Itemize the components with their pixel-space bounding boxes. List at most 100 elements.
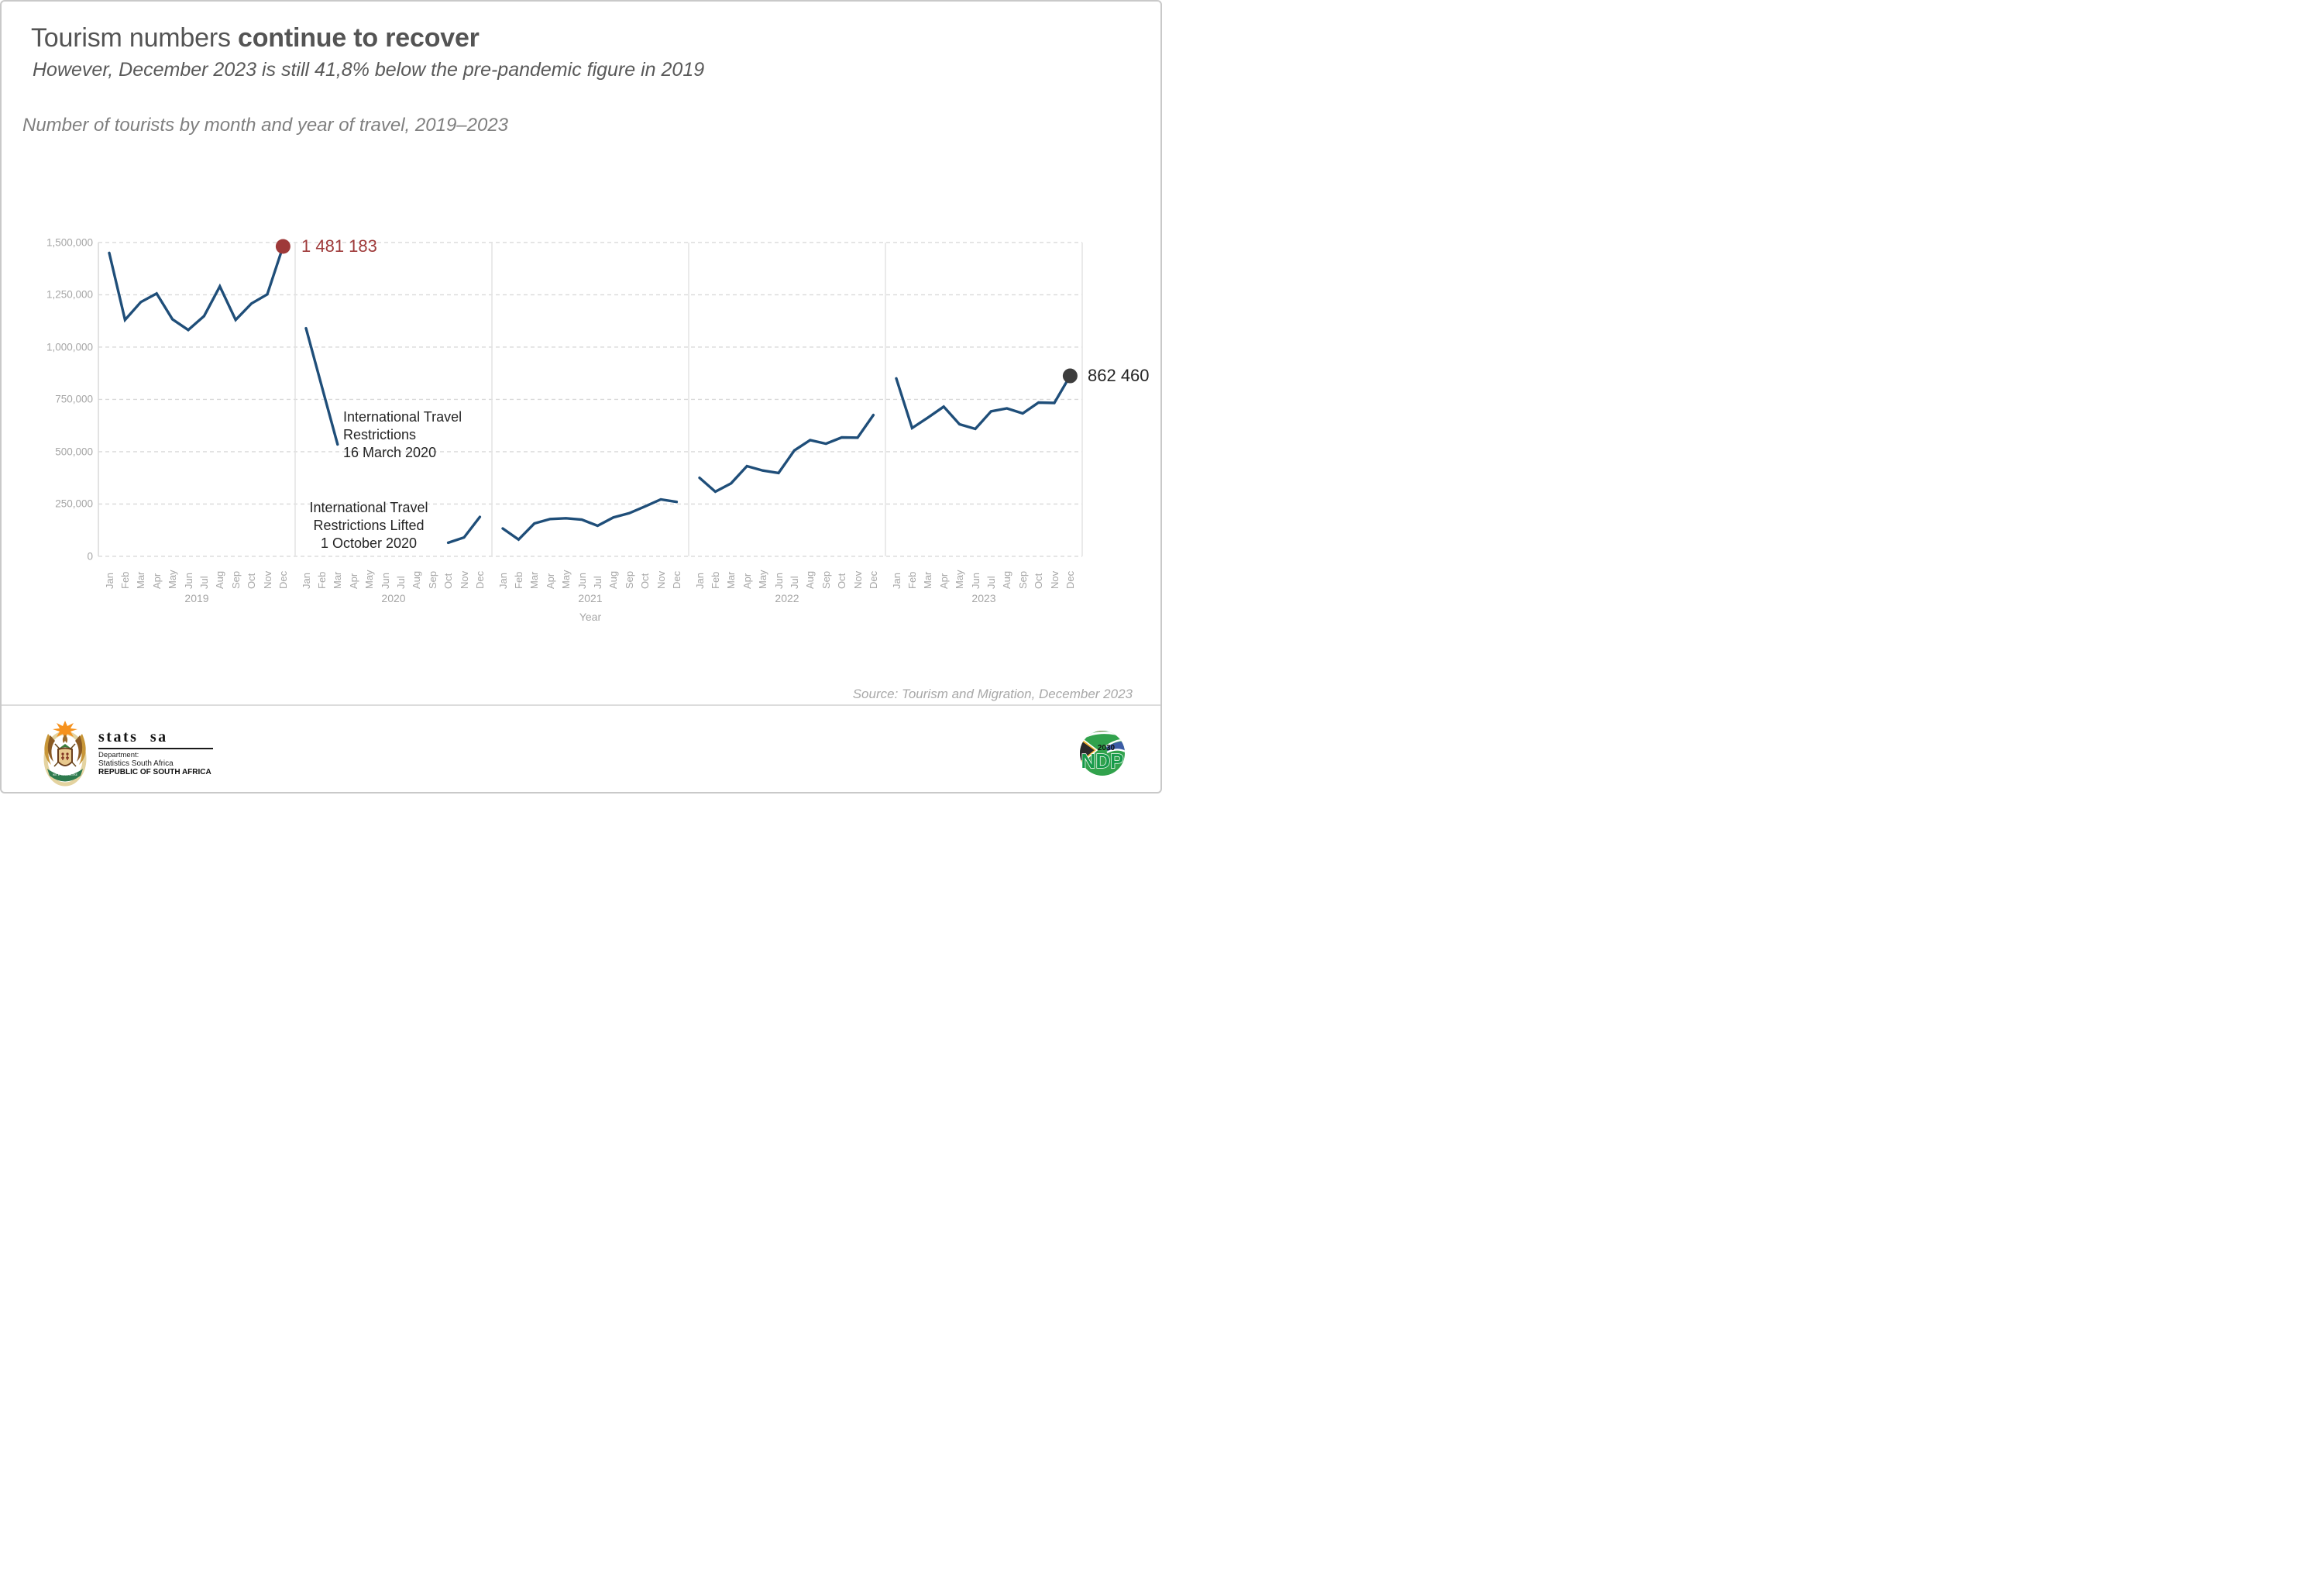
month-tick-label: Oct (639, 573, 651, 589)
y-axis-tick-label: 1,250,000 (46, 288, 93, 301)
month-tick-label: Aug (214, 570, 226, 589)
month-tick-label: Dec (1064, 570, 1076, 589)
value-label-dec-2023: 862 460 (1088, 366, 1150, 385)
month-tick-label: Jul (788, 576, 800, 589)
month-tick-label: Mar (922, 571, 934, 589)
month-tick-label: Dec (670, 570, 682, 589)
month-tick-label: Mar (332, 571, 344, 589)
statssa-department-label: Department: (98, 751, 139, 759)
statssa-republic-label: REPUBLIC OF SOUTH AFRICA (98, 768, 211, 776)
month-tick-label: Sep (820, 570, 832, 589)
month-tick-label: May (954, 570, 966, 589)
month-tick-label: Nov (1048, 570, 1061, 589)
ndp-acronym-label: NDP (1081, 749, 1124, 773)
statssa-motto: IKE E: /XARRA //KE (53, 773, 78, 776)
series-line-2020 (304, 326, 339, 446)
month-tick-label: Jul (985, 576, 997, 589)
y-axis-tick-label: 0 (87, 550, 93, 563)
month-tick-label: Jan (103, 573, 115, 589)
month-tick-label: Jun (576, 573, 588, 589)
page-title-regular: Tourism numbers (31, 23, 238, 53)
month-tick-label: Nov (851, 570, 864, 589)
month-tick-label: Mar (135, 571, 147, 589)
y-axis-tick-label: 1,000,000 (46, 341, 93, 353)
year-tick-label: 2023 (971, 592, 996, 604)
month-tick-label: Mar (528, 571, 541, 589)
month-tick-label: Nov (655, 570, 667, 589)
page-title-bold: continue to recover (238, 23, 480, 53)
month-tick-label: Jan (890, 573, 902, 589)
x-axis-title: Year (579, 611, 602, 623)
month-tick-label: Jul (591, 576, 603, 589)
month-tick-label: Aug (804, 570, 816, 589)
month-tick-label: Feb (119, 571, 131, 589)
month-tick-label: Jan (300, 573, 312, 589)
footer-divider (2, 704, 1160, 706)
month-tick-label: May (560, 570, 572, 589)
highlight-dot-Dec-2019 (275, 239, 290, 254)
page-subtitle: However, December 2023 is still 41,8% be… (33, 59, 705, 81)
month-tick-label: May (363, 570, 376, 589)
month-tick-label: Feb (906, 571, 918, 589)
month-tick-label: Feb (709, 571, 721, 589)
month-tick-label: Feb (512, 571, 524, 589)
month-tick-label: Sep (623, 570, 635, 589)
y-axis-tick-label: 250,000 (55, 497, 93, 510)
month-tick-label: Jul (198, 576, 210, 589)
year-tick-label: 2022 (775, 592, 799, 604)
value-label-dec-2019: 1 481 183 (301, 236, 377, 256)
series-line-2020 (446, 515, 482, 545)
series-line-2019 (108, 245, 285, 332)
month-tick-label: Apr (544, 573, 556, 589)
y-axis-tick-label: 750,000 (55, 393, 93, 405)
month-tick-label: Apr (347, 573, 359, 589)
chart-caption: Number of tourists by month and year of … (22, 115, 509, 136)
ndp-2030-label: 2030 (1098, 744, 1116, 752)
month-tick-label: Jan (693, 573, 706, 589)
month-tick-label: Aug (607, 570, 620, 589)
month-tick-label: Sep (426, 570, 438, 589)
year-tick-label: 2019 (184, 592, 209, 604)
month-tick-label: Oct (246, 573, 258, 589)
tourism-line-chart (98, 239, 1083, 557)
month-tick-label: Mar (725, 571, 737, 589)
annotation-restrictions: International Travel Restrictions 16 Mar… (343, 409, 462, 460)
month-tick-label: Apr (937, 573, 950, 589)
series-line-2023 (895, 374, 1072, 431)
highlight-dot-Dec-2023 (1062, 368, 1078, 384)
month-tick-label: Nov (458, 570, 470, 589)
source-note: Source: Tourism and Migration, December … (852, 687, 1133, 701)
month-tick-label: May (167, 570, 179, 589)
month-tick-label: Oct (442, 573, 455, 589)
month-tick-label: Jun (772, 573, 785, 589)
year-tick-label: 2020 (381, 592, 406, 604)
month-tick-label: Jun (379, 573, 391, 589)
statssa-department-name: Statistics South Africa (98, 759, 174, 768)
annotation-restrictions-lifted: International Travel Restrictions Lifted… (309, 500, 428, 551)
month-tick-label: Aug (411, 570, 423, 589)
statssa-logo-name: stats sa (98, 728, 168, 745)
series-line-2021 (501, 497, 679, 542)
infographic-card: Tourism numbers continue to recover Howe… (0, 0, 1162, 794)
month-tick-label: Nov (261, 570, 273, 589)
month-tick-label: Jun (182, 573, 194, 589)
month-tick-label: Dec (867, 570, 879, 589)
x-axis-month-labels: Jan Feb Mar Apr May Jun Jul Aug Sep Oct Nov Dec Jan F… (2, 2, 1160, 606)
month-tick-label: Feb (315, 571, 328, 589)
month-tick-label: Dec (277, 570, 289, 589)
month-tick-label: Aug (1001, 570, 1013, 589)
ndp-2030-logo: 2030 NDP (1080, 731, 1125, 776)
year-tick-label: 2021 (578, 592, 603, 604)
statssa-logo-rule (98, 748, 213, 749)
month-tick-label: Dec (473, 570, 486, 589)
month-tick-label: Jul (394, 576, 407, 589)
month-tick-label: Apr (741, 573, 753, 589)
series-line-2022 (698, 413, 875, 494)
month-tick-label: May (757, 570, 769, 589)
month-tick-label: Sep (229, 570, 242, 589)
page-title: Tourism numbers continue to recover (31, 23, 480, 53)
month-tick-label: Jun (969, 573, 982, 589)
month-tick-label: Oct (1033, 573, 1045, 589)
y-axis-tick-label: 1,500,000 (46, 236, 93, 249)
y-axis-labels: 1,500,000 1,250,000 1,000,000 750,000 500,00… (25, 2, 93, 590)
